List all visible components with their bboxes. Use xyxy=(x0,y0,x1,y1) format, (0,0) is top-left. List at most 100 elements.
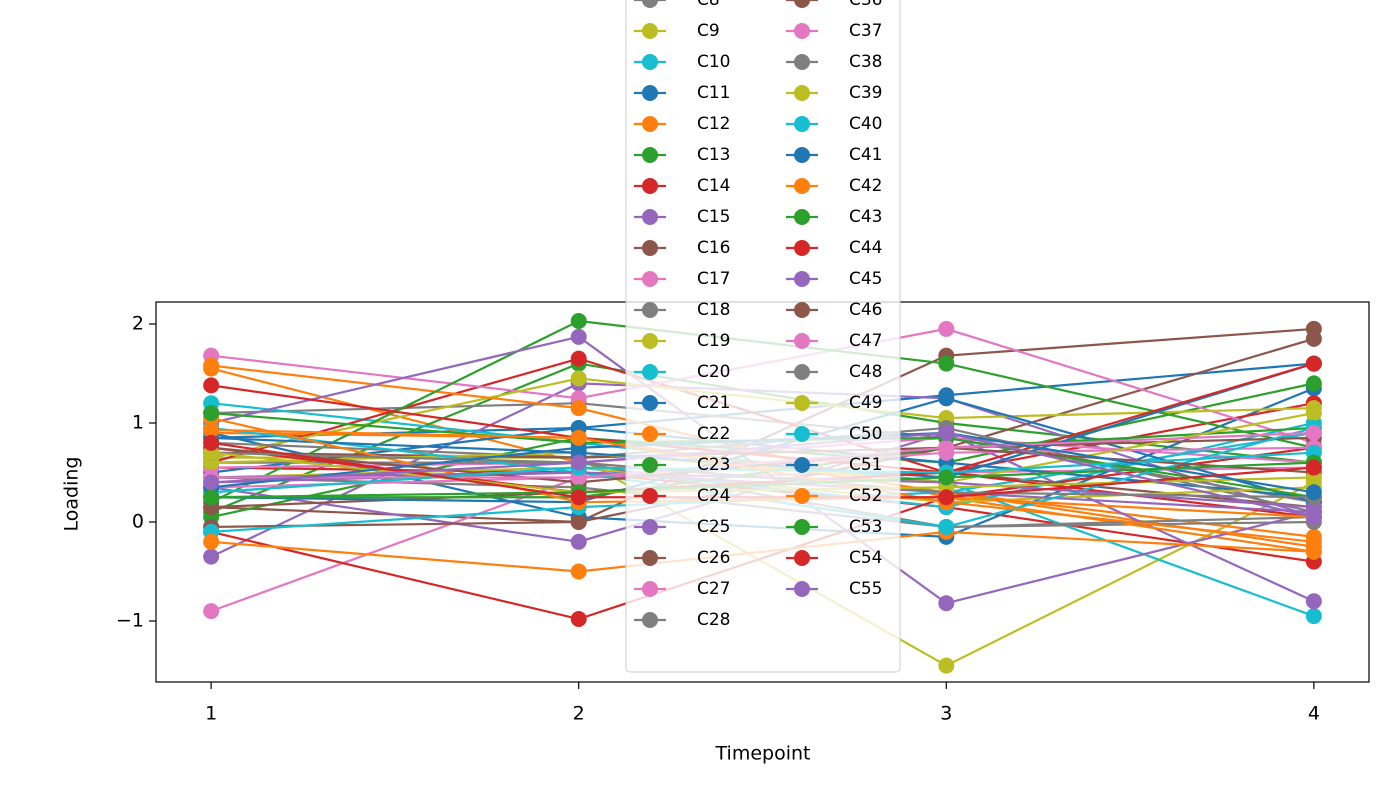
legend-label: C42 xyxy=(849,176,883,196)
legend-marker xyxy=(642,85,658,101)
legend-marker xyxy=(794,426,810,442)
legend-label: C16 xyxy=(697,238,731,258)
data-point xyxy=(938,518,955,535)
y-axis-label: Loading xyxy=(61,457,83,532)
legend-label: C19 xyxy=(697,331,731,351)
legend-label: C45 xyxy=(849,269,883,289)
legend-label: C15 xyxy=(697,207,731,227)
legend-box xyxy=(625,0,901,673)
data-point xyxy=(203,357,220,374)
data-point xyxy=(203,603,220,620)
legend-label: C46 xyxy=(849,300,883,320)
legend-label: C37 xyxy=(849,21,883,41)
data-point xyxy=(203,548,220,565)
legend-marker xyxy=(794,581,810,597)
legend-marker xyxy=(794,519,810,535)
legend-marker xyxy=(794,364,810,380)
data-point xyxy=(1305,533,1322,550)
data-point xyxy=(938,489,955,506)
legend-marker xyxy=(642,54,658,70)
x-tick-label: 4 xyxy=(1308,703,1320,725)
legend-label: C13 xyxy=(697,145,731,165)
legend-marker xyxy=(794,302,810,318)
legend-label: C53 xyxy=(849,517,883,537)
legend-marker xyxy=(642,0,658,8)
legend-label: C14 xyxy=(697,176,731,196)
data-point xyxy=(570,328,587,345)
legend-marker xyxy=(794,488,810,504)
data-point xyxy=(938,469,955,486)
legend-marker xyxy=(642,271,658,287)
x-tick-label: 3 xyxy=(940,703,952,725)
legend-label: C26 xyxy=(697,548,731,568)
legend-marker xyxy=(642,395,658,411)
legend-label: C9 xyxy=(697,21,720,41)
legend-label: C48 xyxy=(849,362,883,382)
legend-label: C38 xyxy=(849,52,883,72)
data-point xyxy=(1305,330,1322,347)
x-tick-label: 2 xyxy=(573,703,585,725)
data-point xyxy=(570,400,587,417)
legend-label: C17 xyxy=(697,269,731,289)
legend-label: C28 xyxy=(697,610,731,630)
data-point xyxy=(203,489,220,506)
legend-marker xyxy=(794,147,810,163)
legend-marker xyxy=(642,240,658,256)
legend-marker xyxy=(794,333,810,349)
data-point xyxy=(938,424,955,441)
data-point xyxy=(1305,484,1322,501)
legend-marker xyxy=(642,23,658,39)
legend-label: C10 xyxy=(697,52,731,72)
legend-label: C21 xyxy=(697,393,731,413)
data-point xyxy=(570,429,587,446)
legend-marker xyxy=(794,178,810,194)
legend-marker xyxy=(642,581,658,597)
legend-label: C50 xyxy=(849,424,883,444)
legend-label: C25 xyxy=(697,517,731,537)
data-point xyxy=(938,390,955,407)
data-point xyxy=(570,489,587,506)
y-tick-label: 2 xyxy=(132,312,144,334)
legend-marker xyxy=(794,240,810,256)
legend-label: C12 xyxy=(697,114,731,134)
legend-marker xyxy=(642,209,658,225)
legend-label: C39 xyxy=(849,83,883,103)
data-point xyxy=(1305,459,1322,476)
legend-label: C44 xyxy=(849,238,883,258)
data-point xyxy=(203,405,220,422)
legend-label: C27 xyxy=(697,579,731,599)
legend-label: C20 xyxy=(697,362,731,382)
data-point xyxy=(570,611,587,628)
legend-label: C36 xyxy=(849,0,883,10)
data-point xyxy=(938,355,955,372)
data-point xyxy=(570,563,587,580)
data-point xyxy=(1305,375,1322,392)
legend-label: C18 xyxy=(697,300,731,320)
legend-marker xyxy=(642,519,658,535)
legend-label: C22 xyxy=(697,424,731,444)
data-point xyxy=(1305,424,1322,441)
legend-marker xyxy=(642,333,658,349)
legend-label: C51 xyxy=(849,455,883,475)
data-point xyxy=(1305,509,1322,526)
legend-marker xyxy=(642,147,658,163)
legend-marker xyxy=(794,209,810,225)
legend-label: C40 xyxy=(849,114,883,134)
legend-label: C41 xyxy=(849,145,883,165)
data-point xyxy=(570,533,587,550)
legend-marker xyxy=(642,612,658,628)
legend-marker xyxy=(794,0,810,8)
data-point xyxy=(570,370,587,387)
data-point xyxy=(1305,355,1322,372)
legend-marker xyxy=(642,116,658,132)
data-point xyxy=(570,514,587,530)
data-point xyxy=(938,595,955,612)
legend-label: C11 xyxy=(697,83,731,103)
data-point xyxy=(570,350,587,367)
legend-label: C24 xyxy=(697,486,731,506)
data-point xyxy=(938,657,955,674)
data-point xyxy=(203,533,220,550)
legend-marker xyxy=(642,364,658,380)
legend-marker xyxy=(642,178,658,194)
